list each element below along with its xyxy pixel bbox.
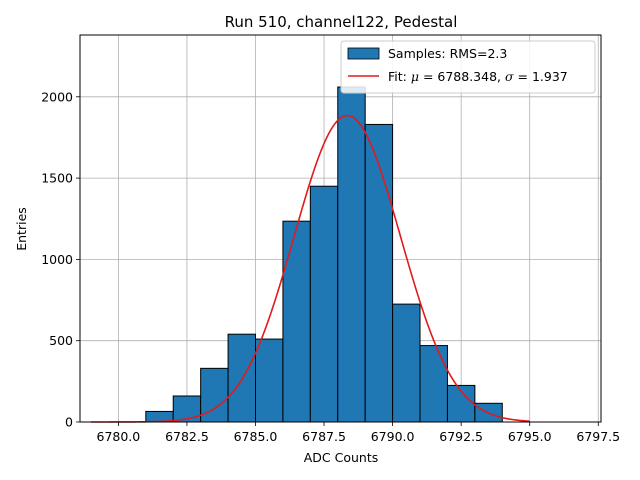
histogram-bar (309, 185, 339, 423)
legend-fit-suffix: = 1.937 (514, 69, 568, 84)
legend-fit-mid: = 6788.348, (419, 69, 505, 84)
y-tick-label: 0 (65, 415, 73, 430)
x-tick-label: 6790.0 (371, 429, 415, 444)
legend-fit-mu-symbol: μ (411, 69, 419, 84)
legend-fit-sigma-symbol: σ (505, 69, 514, 84)
y-tick-label: 1500 (41, 171, 73, 186)
axis-ticks: 6780.0 6782.5 6785.0 6787.5 6790.0 6792.5 6795… (41, 89, 620, 444)
chart-title: Run 510, channel122, Pedestal (225, 13, 458, 31)
x-axis-label: ADC Counts (304, 450, 379, 465)
legend-histogram-swatch (347, 47, 380, 60)
x-tick-label: 6785.0 (234, 429, 278, 444)
histogram-bar (254, 338, 284, 423)
y-axis-label: Entries (14, 207, 29, 251)
histogram-bar (337, 86, 366, 423)
x-tick-label: 6795.0 (508, 429, 552, 444)
y-tick-label: 2000 (41, 89, 73, 104)
x-tick-label: 6787.5 (302, 429, 346, 444)
legend-histogram-label: Samples: RMS=2.3 (388, 46, 507, 61)
histogram-bar (364, 123, 394, 423)
x-tick-label: 6782.5 (165, 429, 209, 444)
legend-fit-label: Fit: μ = 6788.348, σ = 1.937 (388, 69, 568, 84)
x-tick-label: 6797.5 (576, 429, 620, 444)
histogram-bar (282, 220, 311, 423)
y-tick-label: 1000 (41, 252, 73, 267)
histogram-bar (392, 303, 421, 423)
histogram-bars (145, 86, 503, 423)
legend-fit-prefix: Fit: (388, 69, 411, 84)
histogram-bar (419, 345, 448, 423)
legend-box (340, 40, 596, 94)
x-tick-label: 6780.0 (97, 429, 141, 444)
y-tick-label: 500 (49, 333, 73, 348)
plot-frame (79, 34, 602, 423)
legend: Samples: RMS=2.3 Fit: μ = 6788.348, σ = … (340, 40, 596, 94)
fit-curve (90, 114, 530, 423)
x-tick-label: 6792.5 (439, 429, 483, 444)
